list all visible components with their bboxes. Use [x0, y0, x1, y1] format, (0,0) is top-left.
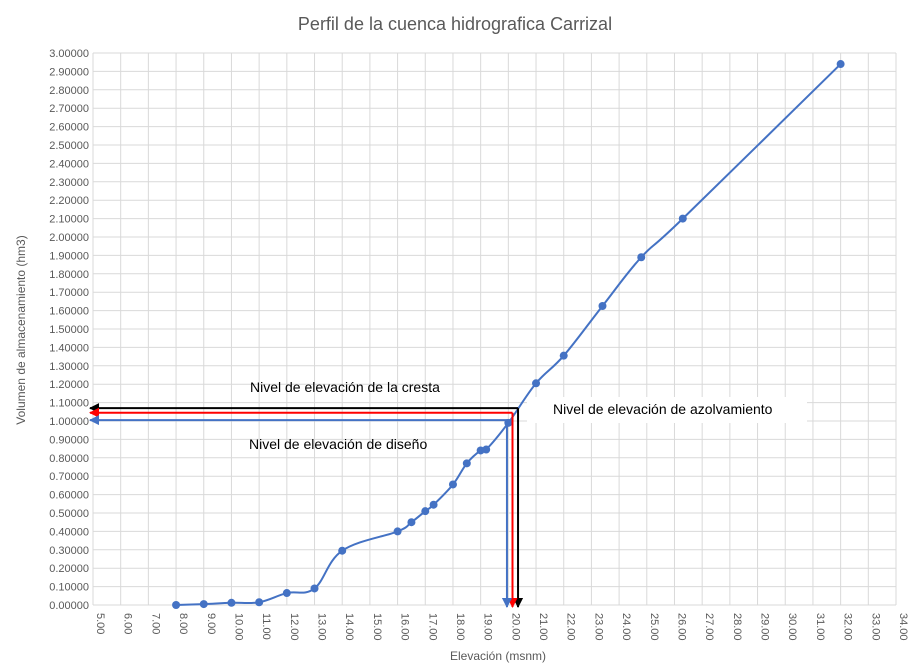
- x-tick-label: 34.00: [897, 613, 909, 641]
- y-tick-label: 2.60000: [49, 122, 89, 134]
- data-point: [282, 589, 291, 598]
- data-point: [310, 584, 319, 593]
- annotation-label: Nivel de elevación de la cresta: [250, 379, 440, 395]
- x-tick-label: 29.00: [759, 613, 771, 641]
- x-tick-label: 6.00: [122, 613, 134, 634]
- y-tick-label: 0.80000: [49, 453, 89, 465]
- y-tick-label: 0.50000: [49, 508, 89, 520]
- y-axis-title: Volumen de almacenamiento (hm3): [14, 235, 28, 424]
- data-point: [338, 546, 347, 555]
- y-tick-label: 2.40000: [49, 158, 89, 170]
- y-tick-label: 0.00000: [49, 600, 89, 612]
- annotation-label: Nivel de elevación de azolvamiento: [553, 401, 773, 417]
- data-point: [559, 351, 568, 360]
- x-tick-label: 30.00: [786, 613, 798, 641]
- x-tick-label: 20.00: [509, 613, 521, 641]
- y-tick-label: 2.30000: [49, 177, 89, 189]
- data-point: [678, 214, 687, 223]
- y-tick-label: 1.10000: [49, 398, 89, 410]
- data-point: [393, 527, 402, 536]
- x-tick-label: 28.00: [731, 613, 743, 641]
- data-point: [421, 507, 430, 516]
- y-tick-label: 3.00000: [49, 48, 89, 60]
- data-point: [407, 518, 416, 527]
- data-point: [255, 598, 264, 607]
- x-tick-label: 17.00: [426, 613, 438, 641]
- x-tick-label: 7.00: [149, 613, 161, 634]
- x-tick-label: 24.00: [620, 613, 632, 641]
- y-tick-label: 1.40000: [49, 342, 89, 354]
- y-tick-label: 2.10000: [49, 214, 89, 226]
- y-tick-label: 2.90000: [49, 66, 89, 78]
- x-tick-label: 33.00: [869, 613, 881, 641]
- x-tick-label: 23.00: [592, 613, 604, 641]
- y-tick-label: 1.30000: [49, 361, 89, 373]
- x-tick-label: 14.00: [343, 613, 355, 641]
- data-point: [598, 302, 607, 310]
- x-tick-label: 15.00: [371, 613, 383, 641]
- x-tick-label: 10.00: [232, 613, 244, 641]
- data-point: [462, 459, 471, 468]
- y-tick-label: 0.20000: [49, 563, 89, 575]
- y-tick-label: 0.90000: [49, 434, 89, 446]
- x-tick-label: 27.00: [703, 613, 715, 641]
- data-point: [199, 600, 208, 609]
- y-tick-label: 1.70000: [49, 287, 89, 299]
- y-tick-label: 2.20000: [49, 195, 89, 207]
- y-tick-label: 0.40000: [49, 526, 89, 538]
- y-tick-label: 1.20000: [49, 379, 89, 391]
- x-tick-label: 32.00: [842, 613, 854, 641]
- x-tick-label: 11.00: [260, 613, 272, 640]
- y-tick-label: 1.80000: [49, 269, 89, 281]
- annotation-layer: Nivel de elevación de la cresta Nivel de …: [89, 379, 807, 608]
- y-tick-label: 2.70000: [49, 103, 89, 115]
- data-point: [227, 598, 236, 607]
- y-tick-label: 0.60000: [49, 490, 89, 502]
- data-point: [429, 500, 438, 509]
- x-tick-label: 31.00: [814, 613, 826, 641]
- y-tick-label: 2.50000: [49, 140, 89, 152]
- x-tick-label: 13.00: [316, 613, 328, 641]
- y-tick-label: 1.50000: [49, 324, 89, 336]
- x-tick-label: 21.00: [537, 613, 549, 641]
- x-tick-label: 12.00: [288, 613, 300, 641]
- data-point: [172, 601, 181, 609]
- y-tick-label: 1.00000: [49, 416, 89, 428]
- x-tick-label: 9.00: [205, 613, 217, 634]
- x-tick-label: 22.00: [565, 613, 577, 641]
- x-axis-title: Elevación (msnm): [450, 649, 546, 663]
- x-tick-label: 5.00: [94, 613, 106, 634]
- y-tick-label: 2.00000: [49, 232, 89, 244]
- annotation-label: Nivel de elevación de diseño: [249, 436, 427, 452]
- y-tick-label: 0.10000: [49, 582, 89, 594]
- y-tick-label: 0.30000: [49, 545, 89, 557]
- grid: [92, 52, 897, 606]
- chart-title: Perfil de la cuenca hidrografica Carriza…: [298, 14, 612, 34]
- y-tick-label: 0.70000: [49, 471, 89, 483]
- data-point: [637, 253, 646, 262]
- data-point: [532, 379, 541, 388]
- data-point: [836, 60, 845, 69]
- y-tick-label: 1.90000: [49, 250, 89, 262]
- x-tick-label: 8.00: [177, 613, 189, 634]
- x-tick-label: 25.00: [648, 613, 660, 641]
- tick-labels: 0.00000 0.10000 0.20000 0.30000 0.40000 0.500…: [49, 48, 909, 641]
- x-tick-label: 19.00: [482, 613, 494, 641]
- x-tick-label: 18.00: [454, 613, 466, 641]
- x-tick-label: 16.00: [399, 613, 411, 641]
- y-tick-label: 1.60000: [49, 306, 89, 318]
- y-tick-label: 2.80000: [49, 85, 89, 97]
- data-point: [448, 480, 457, 489]
- data-point: [482, 445, 491, 454]
- annotation-label-bg: [527, 397, 807, 423]
- x-tick-label: 26.00: [675, 613, 687, 641]
